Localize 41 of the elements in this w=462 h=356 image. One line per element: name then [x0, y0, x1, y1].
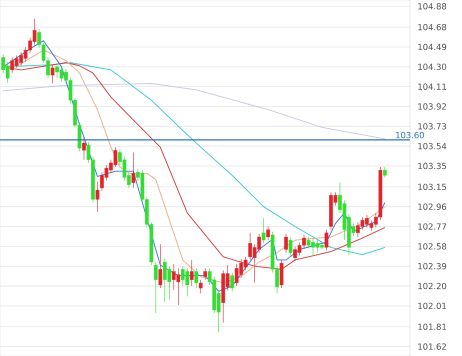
y-tick-label: 103.15: [418, 184, 446, 190]
candlestick: [50, 64, 54, 84]
candlestick: [198, 279, 203, 294]
y-tick-label: 102.58: [418, 243, 446, 250]
candlestick: [82, 137, 86, 160]
y-tick-label: 103.35: [418, 162, 446, 170]
y-tick-label: 102.20: [418, 282, 446, 290]
candlestick: [284, 234, 288, 253]
candlestick: [167, 266, 172, 300]
line-series: [2, 83, 386, 140]
y-tick-label: 103.54: [418, 142, 446, 150]
candlestick: [288, 236, 292, 256]
y-tick-label: 101.81: [418, 324, 446, 330]
candlestick: [158, 244, 162, 288]
y-tick-label: 102.96: [418, 204, 446, 210]
candlestick: [96, 181, 100, 212]
candlestick: [203, 268, 208, 280]
y-tick-label: 104.11: [418, 83, 446, 90]
candlestick: [383, 166, 387, 178]
candlestick: [324, 229, 328, 251]
y-tick-label: 104.68: [418, 24, 446, 30]
candlestick: [262, 218, 266, 244]
y-tick-label: 101.62: [418, 343, 446, 350]
y-tick-label: 103.73: [418, 123, 446, 130]
y-tick-label: 104.88: [418, 3, 446, 10]
candlestick: [132, 152, 136, 188]
y-tick-label: 103.92: [418, 103, 446, 110]
y-tick-label: 102.39: [418, 263, 446, 270]
ref-line-label: 103.60: [396, 132, 424, 138]
candlestick: [190, 260, 194, 286]
candlestick: [230, 272, 234, 292]
candlestick: [176, 268, 180, 306]
y-tick-label: 104.49: [418, 44, 446, 50]
candlestick: [154, 262, 158, 314]
candlestick: [234, 264, 239, 286]
candlestick: [266, 226, 270, 240]
y-tick-label: 102.77: [418, 223, 446, 230]
y-tick-label: 102.01: [418, 302, 446, 310]
y-tick-label: 104.30: [418, 64, 446, 70]
candlestick: [280, 260, 284, 288]
candlestick: [194, 268, 198, 288]
